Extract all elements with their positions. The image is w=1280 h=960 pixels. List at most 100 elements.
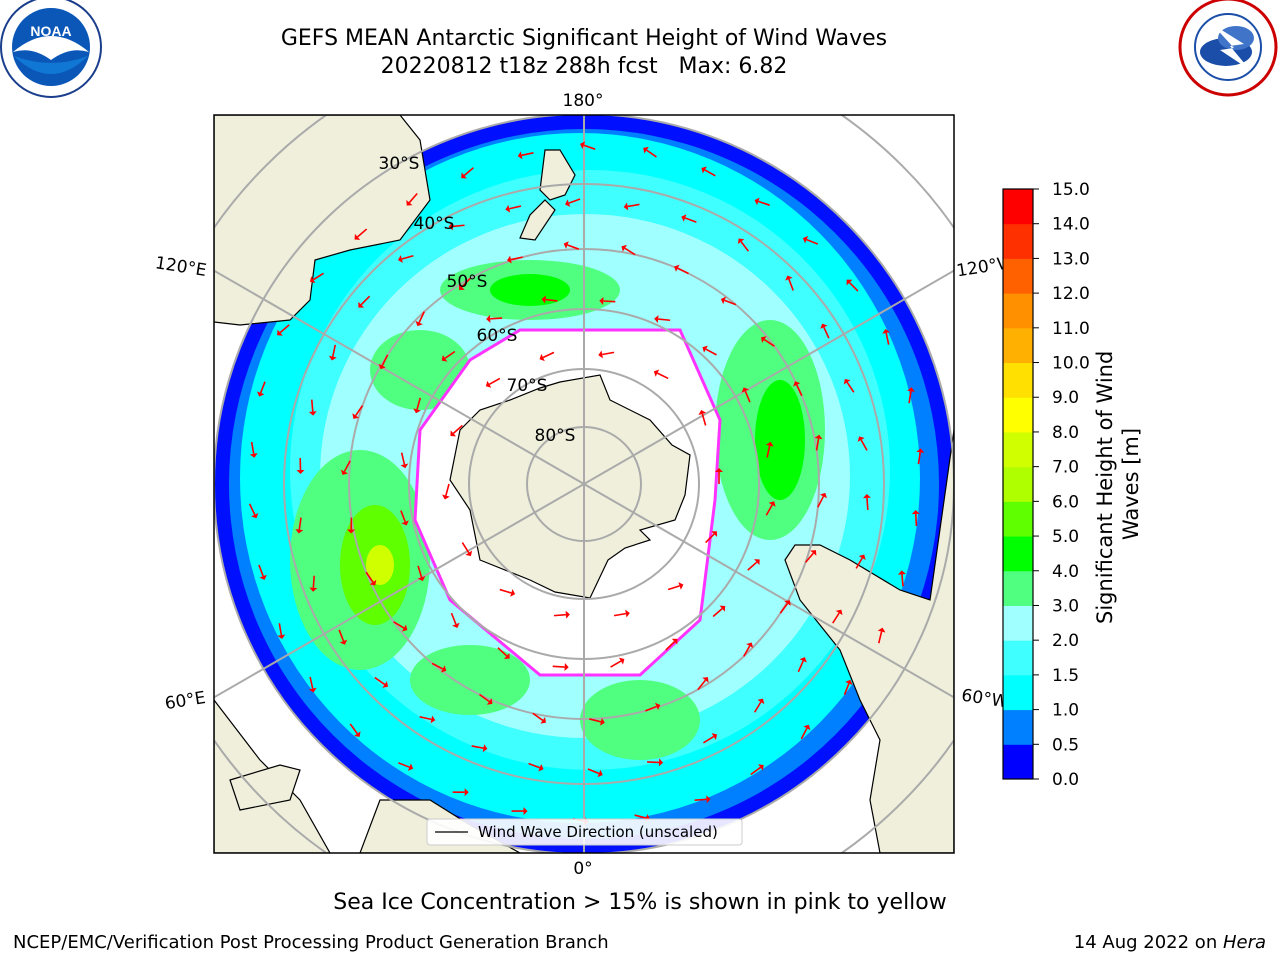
colorbar-tick-label: 0.5	[1052, 735, 1079, 755]
wave-arrow	[855, 557, 863, 569]
colorbar: 0.0 0.5 1.0 1.5 2.0 3.0 4.0 5.0 6.0 7.0 8.0 9.0 10.0…	[1002, 180, 1143, 790]
wave-arrow-head	[862, 493, 871, 499]
wave-arrow-head	[702, 677, 709, 683]
wave-arrow	[797, 660, 804, 673]
colorbar-block	[1003, 640, 1033, 676]
wave-arrow-head	[430, 715, 436, 724]
wave-arrow-head	[643, 146, 649, 154]
wave-arrow-head	[441, 355, 448, 362]
colorbar-block	[1003, 501, 1033, 537]
colorbar-tick-label: 4.0	[1052, 562, 1079, 582]
wave-arrow-head	[658, 758, 664, 767]
wave-arrow	[815, 438, 820, 451]
wave-arrow-head	[671, 638, 678, 645]
wave-arrow	[866, 497, 869, 510]
wave-arrow-head	[256, 391, 265, 397]
wave-arrow-head	[760, 336, 767, 343]
lat-label-70s: 70°S	[507, 376, 548, 396]
wave-arrow	[704, 169, 716, 177]
footer-date: 14 Aug 2022 on Hera	[1074, 932, 1266, 953]
wave-arrow	[355, 405, 364, 416]
wave-arrow	[445, 483, 450, 496]
wave-arrow	[750, 766, 761, 776]
wave-arrow-head	[458, 284, 465, 290]
wave-arrow	[417, 565, 423, 578]
wave-arrow	[712, 608, 723, 618]
wave-arrow-head	[347, 529, 356, 534]
wave-arrow-head	[623, 202, 629, 211]
wave-arrow-head	[408, 763, 414, 771]
wave-arrow-head	[564, 663, 569, 672]
wave-arrow	[510, 256, 523, 261]
wave-arrow	[497, 647, 508, 657]
wave-arrow	[705, 533, 715, 544]
wave-arrow	[763, 338, 775, 347]
wave-arrow-head	[340, 469, 348, 476]
wave-arrow-head	[674, 264, 680, 272]
noaa-logo-text: NOAA	[30, 23, 71, 39]
wave-arrow-head	[702, 345, 708, 353]
footer-credit: NCEP/EMC/Verification Post Processing Pr…	[13, 932, 609, 953]
wave-arrow-head	[442, 494, 450, 500]
wave-arrow-head	[308, 411, 317, 416]
legend-label: Wind Wave Direction (unscaled)	[478, 823, 718, 841]
wave-arrow-head	[715, 468, 723, 472]
wave-arrow-head	[277, 634, 286, 640]
wave-arrow	[488, 377, 501, 385]
wave-arrow-head	[793, 381, 801, 387]
wave-arrow	[248, 503, 256, 516]
wave-arrow-head	[510, 589, 516, 597]
wave-arrow-head	[413, 408, 421, 414]
colorbar-block	[1003, 709, 1033, 745]
wave-arrow-head	[400, 463, 409, 469]
wave-arrow	[901, 574, 904, 587]
colorbar-tick-label: 2.0	[1052, 631, 1079, 651]
wave-arrow-head	[784, 600, 791, 606]
wave-arrow-head	[541, 295, 546, 304]
wave-arrow	[416, 397, 422, 410]
nws-logo	[1178, 0, 1278, 97]
wave-arrow-head	[741, 387, 749, 393]
wave-arrow	[400, 510, 406, 523]
colorbar-tick-label: 5.0	[1052, 527, 1079, 547]
wave-arrow-head	[486, 314, 491, 323]
wave-arrow-head	[877, 627, 886, 633]
colorbar-block	[1003, 605, 1033, 641]
lon-label-60w: 60°W	[960, 686, 1010, 713]
wave-arrow-head	[538, 764, 544, 772]
wave-arrow-head	[843, 378, 851, 385]
wave-arrow-head	[653, 369, 660, 377]
wave-arrow	[703, 735, 715, 744]
wave-arrow	[431, 662, 444, 670]
wave-arrow-head	[698, 410, 707, 416]
wave-arrow	[613, 612, 627, 617]
colorbar-tick-label: 1.0	[1052, 701, 1079, 721]
wave-arrow	[788, 278, 794, 291]
wave-arrow	[667, 585, 680, 591]
wave-arrow	[843, 683, 850, 695]
wave-arrow-head	[382, 681, 388, 688]
wave-arrow-head	[503, 652, 510, 659]
wave-arrow	[753, 701, 762, 713]
wave-arrow	[250, 441, 255, 454]
wave-arrow-head	[858, 554, 866, 560]
footer-date-text: 14 Aug 2022 on	[1073, 932, 1223, 953]
wave-arrow-head	[540, 717, 546, 724]
wave-arrow	[705, 348, 717, 356]
wave-arrow-head	[719, 605, 726, 612]
wave-arrow	[310, 399, 314, 412]
wave-arrow	[343, 460, 351, 472]
wave-arrow-head	[814, 434, 823, 440]
wave-arrow-head	[415, 320, 423, 327]
wave-arrow	[490, 317, 503, 320]
colorbar-block	[1003, 570, 1033, 606]
wave-arrow	[461, 542, 470, 554]
colorbar-block	[1003, 466, 1033, 502]
colorbar-block	[1003, 397, 1033, 433]
wave-arrow-head	[417, 576, 426, 582]
wave-arrow	[860, 439, 868, 451]
colorbar-tick-label: 14.0	[1052, 215, 1090, 235]
wave-arrow	[589, 718, 602, 723]
wave-arrow-head	[819, 492, 827, 499]
map-legend: Wind Wave Direction (unscaled)	[426, 818, 743, 846]
